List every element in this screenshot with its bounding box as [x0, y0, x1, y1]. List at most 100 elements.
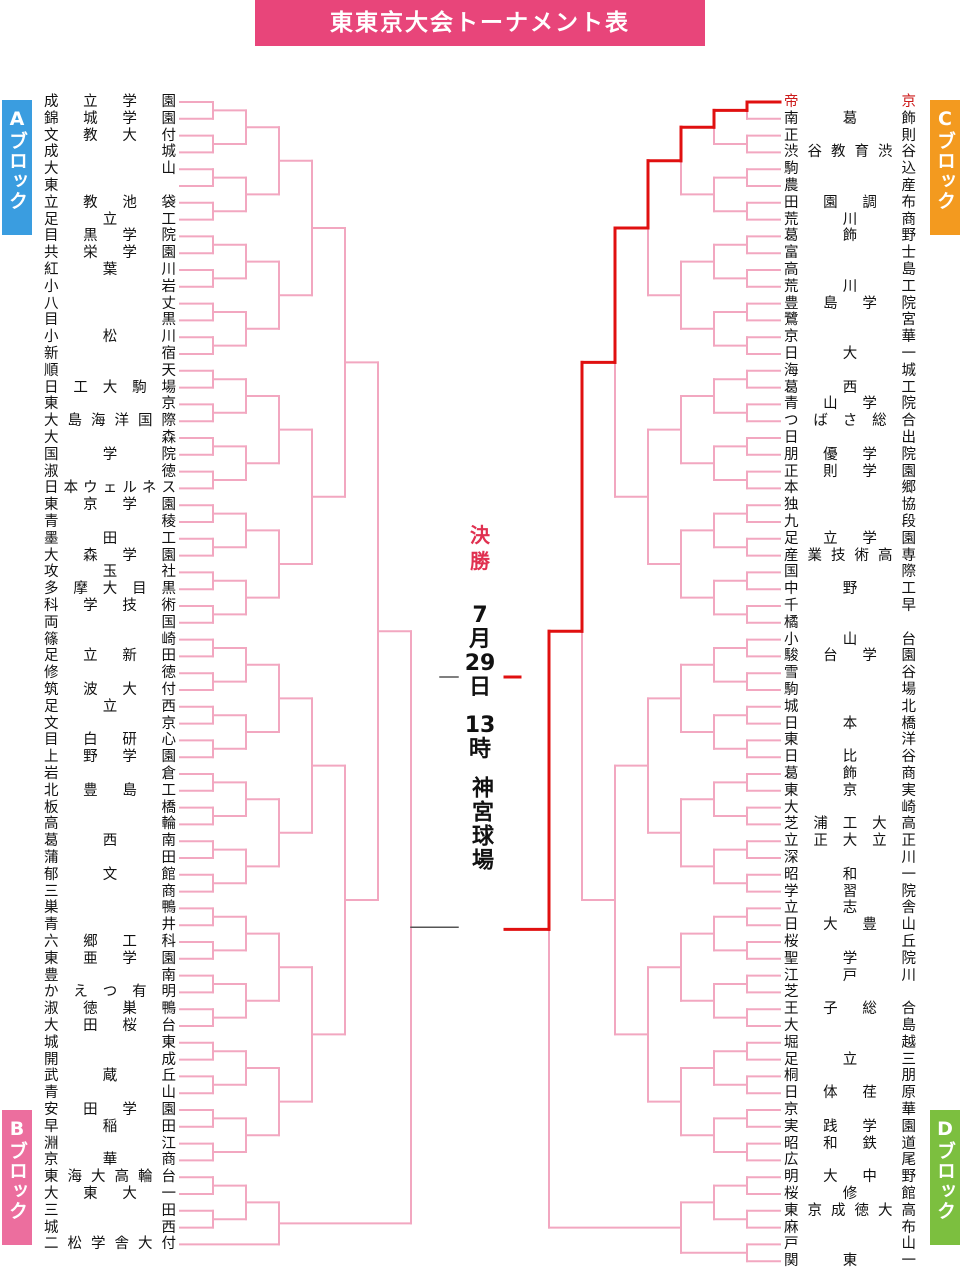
- left-team-67: 城西: [44, 1219, 176, 1236]
- left-team-35: 筑波大付: [44, 682, 176, 698]
- left-team-14: 小松川: [44, 329, 176, 346]
- left-team-46: 郁文館: [44, 866, 176, 883]
- left-team-31: 両国: [44, 614, 176, 631]
- left-team-62: 淵江: [44, 1135, 176, 1152]
- final-venue: 神宮球場: [455, 776, 505, 878]
- left-team-18: 東京: [44, 396, 176, 413]
- right-team-13: 鷺宮: [784, 312, 916, 329]
- right-team-0: 帝京: [784, 94, 916, 110]
- block-d-label: Dブロック: [934, 1118, 956, 1221]
- block-b-label: Bブロック: [6, 1118, 28, 1221]
- left-team-45: 蒲田: [44, 850, 176, 866]
- right-team-68: 戸山: [784, 1236, 916, 1253]
- left-team-56: 城東: [44, 1034, 176, 1051]
- left-team-65: 大東大一: [44, 1186, 176, 1202]
- right-team-31: 橘: [784, 614, 799, 631]
- left-team-41: 北豊島工: [44, 782, 176, 799]
- left-team-55: 大田桜台: [44, 1018, 176, 1034]
- left-team-23: 日本ウェルネス: [44, 480, 176, 497]
- right-team-9: 富士: [784, 245, 916, 262]
- right-team-63: 広尾: [784, 1152, 916, 1169]
- right-team-44: 立正大立正: [784, 833, 916, 850]
- left-team-5: 東: [44, 178, 59, 194]
- right-team-60: 京華: [784, 1102, 916, 1118]
- right-team-59: 日体荏原: [784, 1085, 916, 1102]
- left-team-47: 三商: [44, 883, 176, 900]
- right-team-23: 本郷: [784, 480, 916, 497]
- right-team-21: 朋優学院: [784, 446, 916, 463]
- left-team-40: 岩倉: [44, 766, 176, 782]
- left-team-7: 足立工: [44, 211, 176, 228]
- right-team-30: 千早: [784, 598, 916, 614]
- final-hour: 13: [464, 713, 496, 738]
- final-venue-text: 神宮球場: [468, 776, 493, 872]
- left-team-37: 文京: [44, 715, 176, 732]
- left-team-48: 巣鴨: [44, 900, 176, 917]
- right-team-6: 田園調布: [784, 194, 916, 211]
- right-team-61: 実践学園: [784, 1118, 916, 1135]
- right-team-43: 芝浦工大高: [784, 816, 916, 833]
- left-team-16: 順天: [44, 362, 176, 379]
- left-team-32: 篠崎: [44, 631, 176, 648]
- final-day: 29: [464, 651, 496, 676]
- left-team-53: かえつ有明: [44, 984, 176, 1001]
- right-team-22: 正則学園: [784, 463, 916, 480]
- left-team-1: 錦城学園: [44, 110, 176, 127]
- right-team-37: 日本橋: [784, 715, 916, 732]
- right-team-47: 学習院: [784, 883, 916, 900]
- block-a-label: Aブロック: [6, 108, 28, 211]
- right-team-12: 豊島学院: [784, 295, 916, 312]
- right-team-10: 高島: [784, 262, 916, 278]
- left-team-60: 安田学園: [44, 1102, 176, 1118]
- right-team-4: 駒込: [784, 161, 916, 178]
- left-team-26: 墨田工: [44, 530, 176, 547]
- right-team-56: 堀越: [784, 1034, 916, 1051]
- right-team-29: 中野工: [784, 581, 916, 598]
- left-team-8: 目黒学院: [44, 228, 176, 245]
- left-team-15: 新宿: [44, 346, 176, 362]
- right-team-24: 独協: [784, 497, 916, 514]
- right-team-1: 南葛飾: [784, 110, 916, 127]
- right-team-64: 明大中野: [784, 1169, 916, 1186]
- right-team-40: 葛飾商: [784, 766, 916, 782]
- left-team-28: 攻玉社: [44, 564, 176, 581]
- right-team-15: 日大一: [784, 346, 916, 362]
- right-team-57: 足立三: [784, 1051, 916, 1068]
- left-team-17: 日工大駒場: [44, 379, 176, 396]
- right-team-17: 葛西工: [784, 379, 916, 396]
- left-team-33: 足立新田: [44, 648, 176, 665]
- right-team-26: 足立学園: [784, 530, 916, 547]
- left-team-54: 淑徳巣鴨: [44, 1001, 176, 1018]
- left-team-51: 東亜学園: [44, 950, 176, 967]
- left-team-22: 淑徳: [44, 463, 176, 480]
- left-team-43: 高輪: [44, 816, 176, 833]
- final-month-unit: 月: [468, 627, 491, 652]
- left-team-4: 大山: [44, 161, 176, 178]
- left-team-57: 開成: [44, 1051, 176, 1068]
- right-team-69: 関東一: [784, 1253, 916, 1270]
- left-team-34: 修徳: [44, 665, 176, 682]
- left-team-27: 大森学園: [44, 547, 176, 564]
- right-team-16: 海城: [784, 362, 916, 379]
- left-team-0: 成立学園: [44, 94, 176, 110]
- left-team-63: 京華商: [44, 1152, 176, 1169]
- right-team-54: 王子総合: [784, 1001, 916, 1018]
- right-team-11: 荒川工: [784, 278, 916, 295]
- left-team-50: 六郷工科: [44, 934, 176, 950]
- left-team-30: 科学技術: [44, 598, 176, 614]
- right-team-27: 産業技術高専: [784, 547, 916, 564]
- final-hour-unit: 時: [468, 737, 491, 762]
- right-team-66: 東京成徳大高: [784, 1202, 916, 1219]
- right-team-42: 大崎: [784, 799, 916, 816]
- left-team-21: 国学院: [44, 446, 176, 463]
- final-label: 決勝: [470, 523, 490, 573]
- left-team-29: 多摩大目黒: [44, 581, 176, 598]
- left-team-6: 立教池袋: [44, 194, 176, 211]
- right-team-5: 農産: [784, 178, 916, 194]
- right-team-46: 昭和一: [784, 866, 916, 883]
- right-team-19: つばさ総合: [784, 413, 916, 430]
- left-team-11: 小岩: [44, 278, 176, 295]
- left-team-2: 文教大付: [44, 127, 176, 144]
- tournament-title: 東東京大会トーナメント表: [255, 0, 705, 46]
